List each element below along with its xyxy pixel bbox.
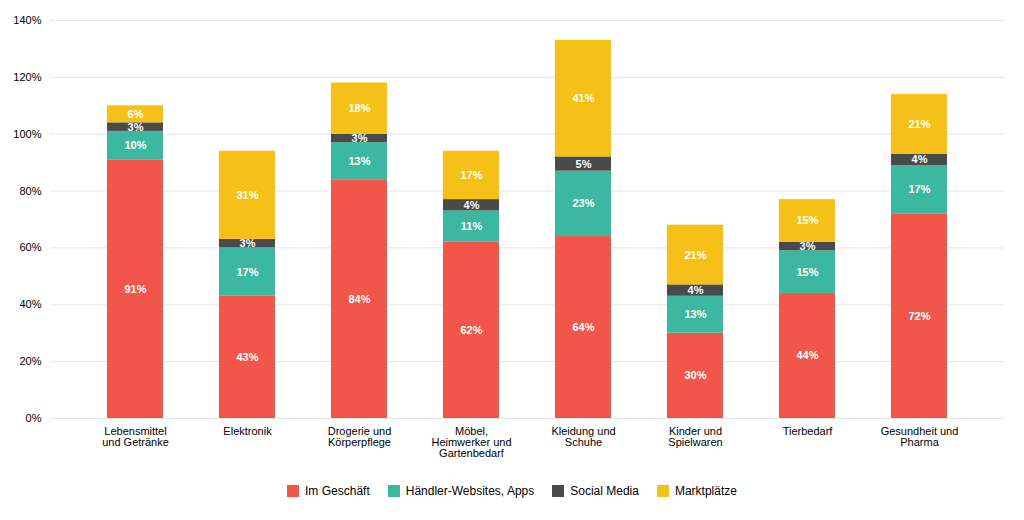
svg-text:15%: 15%: [796, 214, 818, 226]
svg-text:84%: 84%: [348, 293, 370, 305]
svg-text:3%: 3%: [352, 132, 368, 144]
svg-text:17%: 17%: [908, 183, 930, 195]
svg-text:62%: 62%: [460, 324, 482, 336]
html-text:Social Media: Social Media: [570, 484, 639, 498]
svg-text:64%: 64%: [572, 321, 594, 333]
svg-text:40%: 40%: [19, 298, 41, 310]
svg-text:Gesundheit undPharma: Gesundheit undPharma: [881, 425, 959, 448]
svg-text:91%: 91%: [124, 283, 146, 295]
svg-text:3%: 3%: [128, 121, 144, 133]
html-text:Marktplätze: Marktplätze: [674, 484, 737, 498]
svg-text:41%: 41%: [572, 92, 594, 104]
svg-text:4%: 4%: [464, 199, 480, 211]
svg-text:5%: 5%: [576, 158, 592, 170]
svg-text:0%: 0%: [26, 412, 42, 424]
svg-text:30%: 30%: [684, 369, 706, 381]
svg-text:4%: 4%: [688, 284, 704, 296]
svg-text:140%: 140%: [13, 14, 41, 26]
svg-text:6%: 6%: [128, 108, 144, 120]
svg-text:15%: 15%: [796, 266, 818, 278]
svg-text:Möbel,Heimwerker undGartenbeda: Möbel,Heimwerker undGartenbedarf: [431, 425, 511, 459]
svg-text:100%: 100%: [13, 128, 41, 140]
svg-text:11%: 11%: [461, 220, 483, 232]
svg-text:21%: 21%: [684, 249, 706, 261]
svg-text:13%: 13%: [348, 155, 370, 167]
svg-text:Kleidung undSchuhe: Kleidung undSchuhe: [551, 425, 615, 448]
svg-text:23%: 23%: [572, 197, 594, 209]
svg-text:3%: 3%: [240, 237, 256, 249]
svg-text:3%: 3%: [800, 240, 816, 252]
svg-text:13%: 13%: [684, 308, 706, 320]
svg-text:Drogerie undKörperpflege: Drogerie undKörperpflege: [328, 425, 392, 448]
svg-text:72%: 72%: [908, 310, 930, 322]
svg-text:10%: 10%: [124, 139, 146, 151]
svg-text:17%: 17%: [460, 169, 482, 181]
svg-text:17%: 17%: [236, 266, 258, 278]
svg-text:Tierbedarf: Tierbedarf: [783, 425, 834, 437]
svg-text:44%: 44%: [796, 349, 818, 361]
svg-text:18%: 18%: [348, 102, 370, 114]
svg-text:21%: 21%: [908, 118, 930, 130]
svg-text:Lebensmittelund Getränke: Lebensmittelund Getränke: [102, 425, 169, 448]
svg-text:31%: 31%: [236, 189, 258, 201]
html-text:Im Geschäft: Im Geschäft: [305, 484, 370, 498]
svg-text:60%: 60%: [19, 241, 41, 253]
svg-text:80%: 80%: [19, 185, 41, 197]
svg-text:43%: 43%: [236, 351, 258, 363]
svg-text:4%: 4%: [912, 153, 928, 165]
html-text:Händler-Websites, Apps: Händler-Websites, Apps: [405, 484, 535, 498]
svg-text:20%: 20%: [19, 355, 41, 367]
svg-text:120%: 120%: [13, 71, 41, 83]
svg-text:Elektronik: Elektronik: [223, 425, 272, 437]
svg-text:Kinder undSpielwaren: Kinder undSpielwaren: [668, 425, 722, 448]
